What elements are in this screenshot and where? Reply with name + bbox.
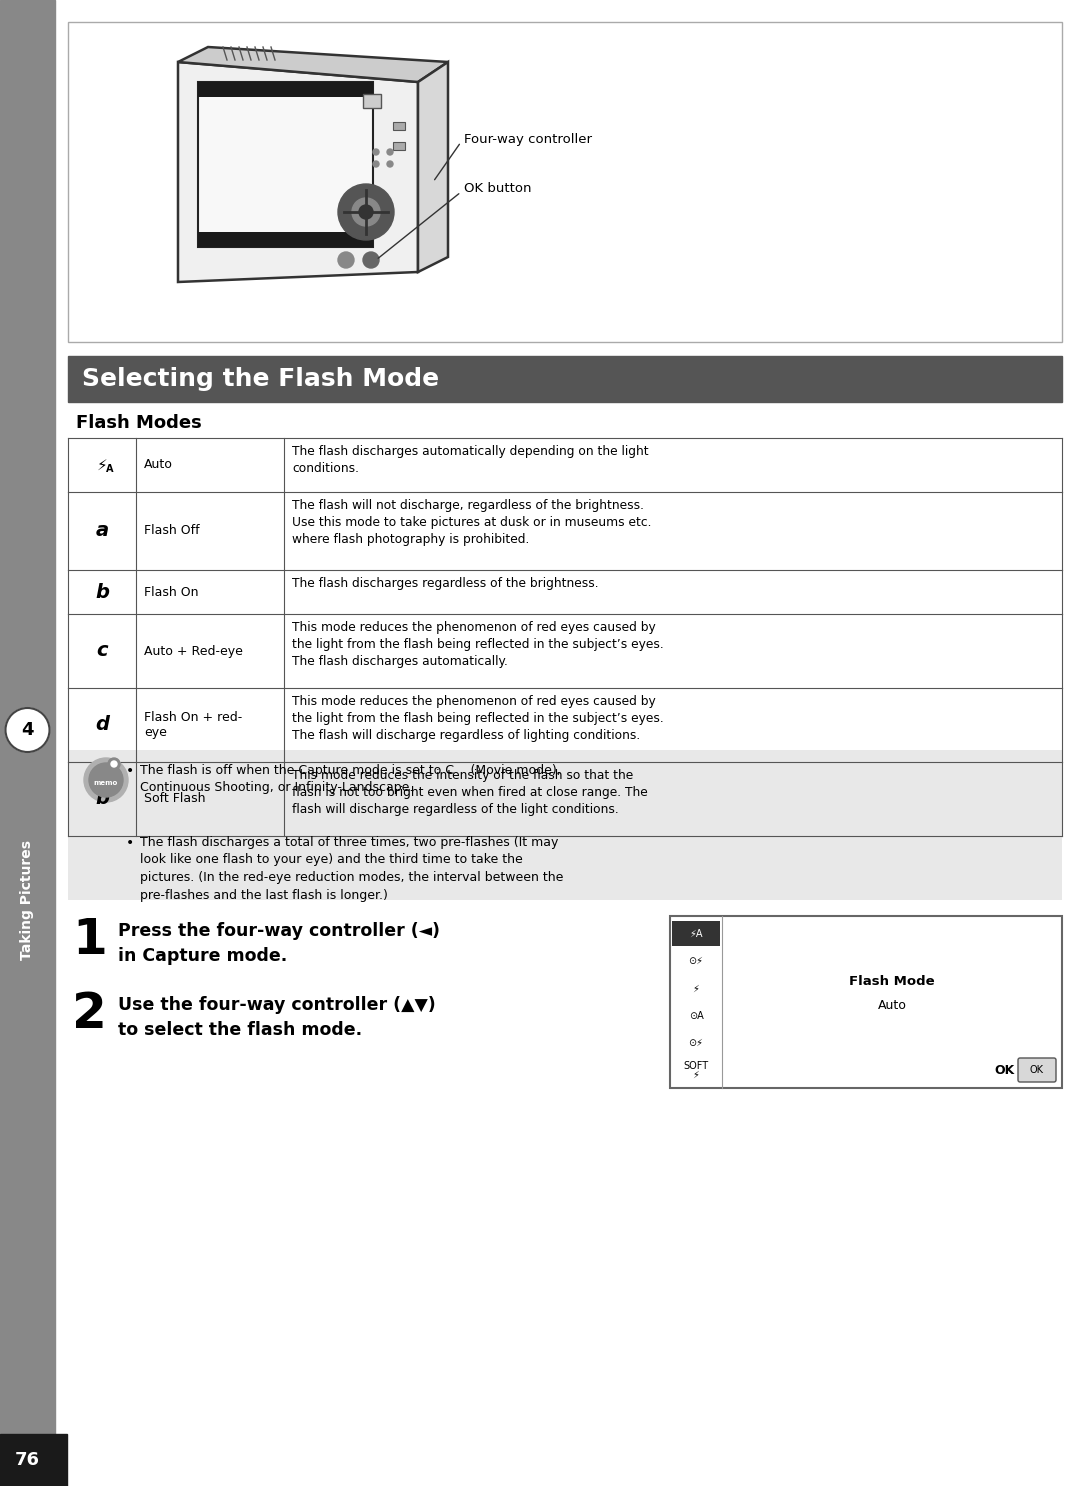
Bar	[0, 1434, 67, 1486]
Text: SOFT
⚡: SOFT ⚡	[684, 1061, 708, 1080]
Text: The flash discharges automatically depending on the light
conditions.: The flash discharges automatically depen…	[292, 444, 649, 476]
Text: memo: memo	[94, 780, 118, 786]
Polygon shape	[178, 48, 448, 82]
Text: OK: OK	[1030, 1065, 1044, 1074]
Text: ⊙A: ⊙A	[689, 1010, 703, 1021]
Circle shape	[108, 758, 120, 770]
Text: 2: 2	[72, 990, 107, 1039]
Circle shape	[5, 707, 50, 752]
Text: Four-way controller: Four-way controller	[464, 132, 592, 146]
Text: ⚡A: ⚡A	[689, 929, 703, 939]
Text: •: •	[126, 837, 134, 850]
Polygon shape	[418, 62, 448, 272]
Text: Auto: Auto	[878, 999, 906, 1012]
Text: Flash Mode: Flash Mode	[849, 975, 935, 988]
Bar	[198, 232, 373, 247]
Bar	[68, 357, 1062, 403]
Circle shape	[352, 198, 380, 226]
Text: The flash is off when the Capture mode is set to C  (Movie mode),
Continuous Sho: The flash is off when the Capture mode i…	[140, 764, 561, 795]
Text: Flash Modes: Flash Modes	[76, 415, 202, 432]
Text: ⊙⚡: ⊙⚡	[689, 955, 703, 966]
Circle shape	[111, 761, 117, 767]
Bar	[68, 762, 1062, 837]
Text: A: A	[106, 464, 113, 474]
Text: ⚡: ⚡	[96, 458, 107, 473]
Circle shape	[338, 184, 394, 241]
Text: Flash Off: Flash Off	[144, 525, 200, 538]
Text: 1: 1	[72, 915, 107, 964]
Polygon shape	[178, 62, 418, 282]
Text: Auto + Red-eye: Auto + Red-eye	[144, 645, 243, 657]
Bar	[68, 492, 1062, 571]
Bar	[198, 82, 373, 247]
Text: The flash discharges regardless of the brightness.: The flash discharges regardless of the b…	[292, 577, 598, 590]
Circle shape	[363, 253, 379, 267]
Bar	[198, 82, 373, 97]
Text: Soft Flash: Soft Flash	[144, 792, 205, 805]
Circle shape	[387, 149, 393, 155]
Text: c: c	[96, 642, 108, 660]
Bar	[670, 915, 1062, 1088]
Circle shape	[359, 205, 373, 218]
Text: This mode reduces the phenomenon of red eyes caused by
the light from the flash : This mode reduces the phenomenon of red …	[292, 695, 664, 742]
Text: d: d	[95, 715, 109, 734]
Text: This mode reduces the intensity of the flash so that the
flash is not too bright: This mode reduces the intensity of the f…	[292, 768, 648, 816]
Bar	[68, 614, 1062, 688]
Text: Flash On + red-
eye: Flash On + red- eye	[144, 710, 242, 739]
Circle shape	[84, 758, 129, 802]
Bar	[0, 0, 55, 1486]
Text: Press the four-way controller (◄)
in Capture mode.: Press the four-way controller (◄) in Cap…	[118, 921, 440, 964]
Text: Taking Pictures: Taking Pictures	[21, 840, 35, 960]
Bar	[68, 438, 1062, 492]
Bar	[363, 94, 381, 108]
Text: b: b	[95, 789, 109, 808]
Text: b: b	[95, 583, 109, 602]
Text: 76: 76	[15, 1450, 40, 1470]
Text: OK button: OK button	[464, 183, 531, 196]
Bar	[68, 571, 1062, 614]
Text: OK: OK	[995, 1064, 1015, 1076]
Bar	[68, 22, 1062, 342]
Text: This mode reduces the phenomenon of red eyes caused by
the light from the flash : This mode reduces the phenomenon of red …	[292, 621, 664, 669]
FancyBboxPatch shape	[1018, 1058, 1056, 1082]
Bar	[68, 750, 1062, 901]
Text: •: •	[126, 764, 134, 779]
Text: Flash On: Flash On	[144, 585, 199, 599]
Text: Selecting the Flash Mode: Selecting the Flash Mode	[82, 367, 440, 391]
Bar	[393, 122, 405, 129]
Circle shape	[89, 762, 123, 796]
Text: The flash will not discharge, regardless of the brightness.
Use this mode to tak: The flash will not discharge, regardless…	[292, 499, 651, 545]
Text: a: a	[95, 522, 109, 541]
Text: 4: 4	[22, 721, 33, 739]
Circle shape	[373, 149, 379, 155]
Text: Use the four-way controller (▲▼)
to select the flash mode.: Use the four-way controller (▲▼) to sele…	[118, 996, 435, 1039]
Bar	[672, 921, 720, 947]
Text: ⊙⚡: ⊙⚡	[689, 1039, 703, 1048]
Circle shape	[373, 160, 379, 166]
Text: Auto: Auto	[144, 459, 173, 471]
Text: ⚡: ⚡	[692, 984, 700, 993]
Circle shape	[387, 160, 393, 166]
Bar	[68, 688, 1062, 762]
Bar	[393, 143, 405, 150]
Circle shape	[338, 253, 354, 267]
Text: The flash discharges a total of three times, two pre-flashes (It may
look like o: The flash discharges a total of three ti…	[140, 837, 564, 902]
